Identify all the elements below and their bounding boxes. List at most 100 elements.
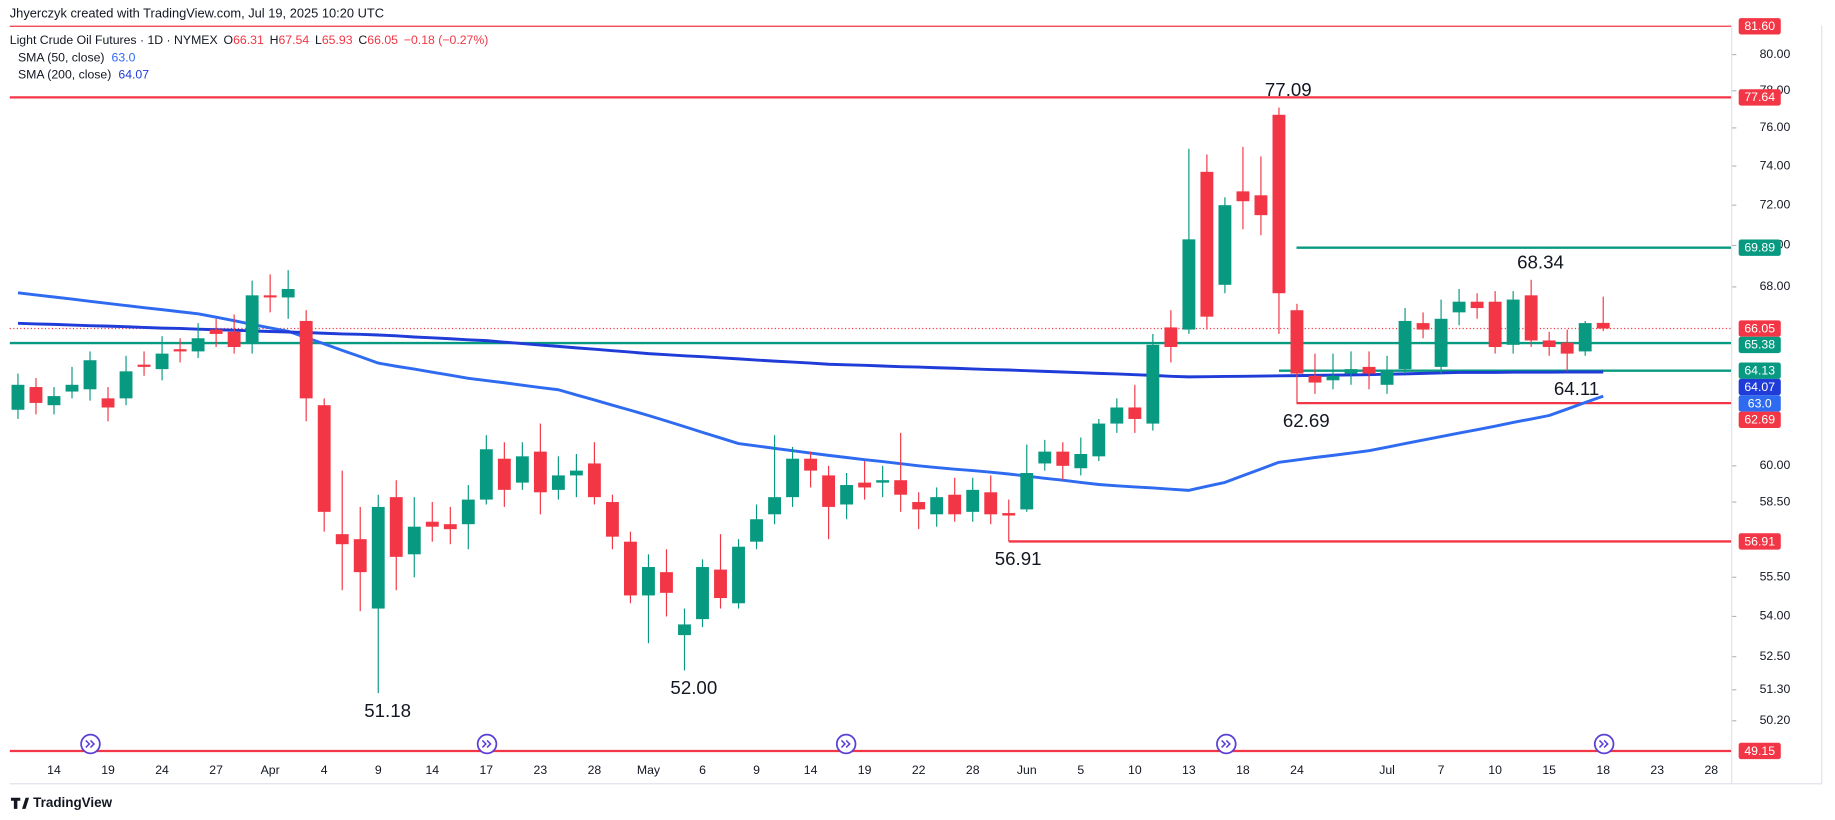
candle-body xyxy=(1470,301,1484,309)
candle-body xyxy=(173,349,187,352)
candle-body xyxy=(1308,375,1322,383)
x-tick-label: 14 xyxy=(425,763,439,777)
candle-body xyxy=(1092,423,1106,457)
candle-body xyxy=(696,567,709,620)
candle-body xyxy=(47,396,61,406)
x-tick-label: 6 xyxy=(699,763,706,777)
x-tick-label: 24 xyxy=(1290,763,1304,777)
candle-body xyxy=(335,534,349,545)
candle-body xyxy=(1416,323,1430,330)
event-icon xyxy=(80,733,101,755)
x-tick-label: 5 xyxy=(1077,763,1084,777)
x-tick-label: 18 xyxy=(1596,763,1610,777)
candle-body xyxy=(1560,342,1574,354)
price-tag xyxy=(1738,533,1781,550)
event-icon-arrow xyxy=(481,739,492,749)
legend-ohlc-value: 66.05 xyxy=(367,33,398,47)
candle-body xyxy=(1110,407,1124,424)
price-tag xyxy=(1738,395,1781,412)
x-tick-label: May xyxy=(637,763,661,777)
event-icon-arrow xyxy=(1598,739,1609,749)
annotation: 68.34 xyxy=(1517,251,1564,272)
candle-body xyxy=(1452,301,1466,313)
candle-body xyxy=(1200,171,1214,317)
x-tick-label: 22 xyxy=(912,763,926,777)
legend-ohlc-label: L xyxy=(315,33,322,47)
x-tick-label: Jul xyxy=(1379,763,1395,777)
candle-body xyxy=(1254,195,1268,216)
x-tick-label: 23 xyxy=(1650,763,1664,777)
price-tag-label: 65.38 xyxy=(1744,338,1775,352)
candle-body xyxy=(1128,407,1142,419)
price-tag xyxy=(1738,336,1781,354)
candle-body xyxy=(29,387,43,403)
candle-body xyxy=(245,295,259,343)
logo-text: TradingView xyxy=(33,795,112,810)
price-tag xyxy=(1738,411,1781,428)
x-tick-label: 18 xyxy=(1236,763,1250,777)
sma-line xyxy=(17,321,1604,379)
annotation: 62.69 xyxy=(1283,410,1330,431)
candle-body xyxy=(1020,473,1034,510)
x-tick-label: 27 xyxy=(209,763,223,777)
candle-body xyxy=(714,569,727,599)
x-tick-label: Jun xyxy=(1017,763,1037,777)
candle-body xyxy=(1506,299,1520,345)
candle-body xyxy=(1218,205,1232,285)
candle-body xyxy=(840,485,854,505)
candle-body xyxy=(317,405,331,512)
x-tick-label: 10 xyxy=(1488,763,1502,777)
candle-body xyxy=(786,458,800,498)
candle-body xyxy=(912,502,926,510)
legend-ohlc-value: 65.93 xyxy=(322,33,353,47)
candle-body xyxy=(1074,453,1088,469)
y-tick-label: 54.00 xyxy=(1760,609,1791,623)
price-tag-label: 64.07 xyxy=(1744,380,1775,394)
y-tick-label: 80.00 xyxy=(1760,47,1791,61)
candle-body xyxy=(299,320,313,399)
x-tick-label: 28 xyxy=(966,763,980,777)
candle-body xyxy=(1578,323,1592,352)
candle-body xyxy=(1596,322,1610,329)
annotation: 64.11 xyxy=(1554,378,1599,399)
candle-body xyxy=(1326,375,1340,381)
y-tick-label: 68.00 xyxy=(1760,279,1791,293)
candle-body xyxy=(678,624,691,636)
candle-body xyxy=(624,541,637,596)
y-tick-label: 50.20 xyxy=(1760,713,1791,727)
y-tick-label: 76.00 xyxy=(1760,120,1791,134)
event-icon-arrow xyxy=(85,739,96,749)
candle-body xyxy=(389,497,403,557)
legend-title: Light Crude Oil Futures · 1D · NYMEX xyxy=(10,33,218,47)
x-tick-label: 15 xyxy=(1542,763,1556,777)
logo: TradingView xyxy=(10,795,113,810)
candle-body xyxy=(1272,114,1286,294)
price-tag-label: 56.91 xyxy=(1744,534,1775,548)
candle-body xyxy=(569,470,583,476)
legend-ohlc-label: H xyxy=(270,33,279,47)
candle-body xyxy=(479,449,493,500)
legend-series-value: 64.07 xyxy=(118,68,149,82)
legend-symbol: Light Crude Oil Futures · 1D · NYMEX O66.… xyxy=(10,33,489,47)
y-tick-label: 58.50 xyxy=(1760,494,1791,508)
x-tick-label: 14 xyxy=(47,763,61,777)
candle-body xyxy=(551,475,565,490)
candle-body xyxy=(1380,371,1394,385)
x-tick-label: 7 xyxy=(1438,763,1445,777)
candle-body xyxy=(1182,239,1196,330)
candle-body xyxy=(1038,451,1052,464)
x-tick-label: 19 xyxy=(858,763,872,777)
candle-body xyxy=(1344,369,1358,374)
annotation: 56.91 xyxy=(995,548,1042,569)
candle-body xyxy=(1002,513,1016,516)
price-tag-label: 66.05 xyxy=(1744,321,1775,335)
candle-body xyxy=(858,482,872,488)
plot: 80.0078.0076.0074.0072.0070.0068.0060.00… xyxy=(9,18,1791,777)
x-tick-label: 10 xyxy=(1128,763,1142,777)
candle-body xyxy=(984,492,998,515)
candle-body xyxy=(515,456,529,483)
candle-body xyxy=(83,360,97,390)
candle-body xyxy=(1542,340,1556,348)
price-tag xyxy=(1738,239,1781,256)
